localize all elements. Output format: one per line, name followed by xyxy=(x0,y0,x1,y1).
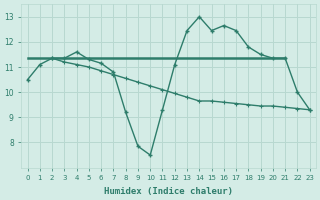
X-axis label: Humidex (Indice chaleur): Humidex (Indice chaleur) xyxy=(104,187,233,196)
